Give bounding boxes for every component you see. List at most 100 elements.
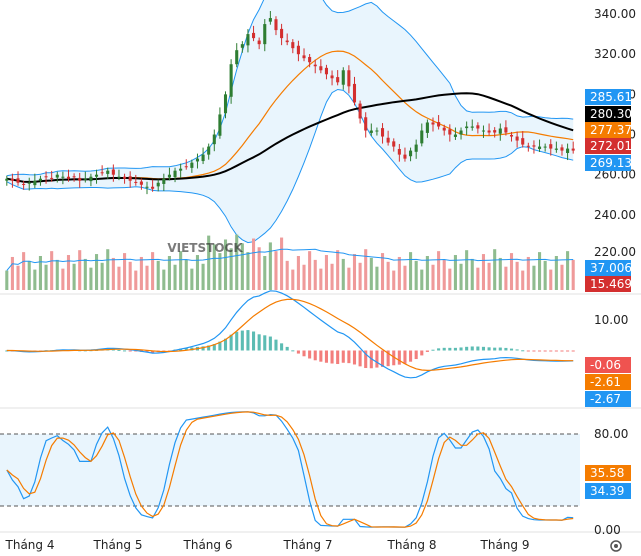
candle [94, 169, 99, 184]
candle-body [117, 176, 121, 178]
candle-body [55, 174, 59, 178]
volume-bar [392, 270, 396, 290]
candle [369, 123, 373, 136]
volume-bar [78, 250, 82, 290]
volume-bar [117, 266, 121, 290]
macd-histogram-bar [302, 350, 306, 357]
volume-bar [493, 249, 497, 290]
candle [504, 120, 508, 136]
volume-bar [566, 251, 570, 290]
candle-body [106, 170, 110, 174]
macd-histogram-bar [403, 350, 407, 364]
candle [560, 144, 564, 156]
candle [280, 23, 284, 46]
stochastic-axis-tick: 80.00 [594, 427, 628, 441]
volume-bar [179, 251, 183, 290]
candle-body [313, 64, 317, 67]
macd-histogram-bar [498, 347, 502, 351]
candle-body [493, 130, 497, 133]
macd-histogram-bar [308, 350, 312, 359]
tag-bb-lower-bg [585, 155, 631, 171]
tag-macd-bg [585, 391, 631, 407]
candle [409, 147, 413, 162]
x-axis-tick: Tháng 6 [183, 538, 233, 552]
volume-bar [268, 242, 272, 290]
candle [33, 173, 37, 189]
candle [201, 147, 205, 165]
candle [106, 167, 110, 179]
candle-body [145, 186, 149, 188]
candle [566, 143, 570, 161]
macd-histogram-bar [409, 350, 413, 362]
volume-bar [364, 249, 368, 290]
candle [235, 43, 239, 68]
candle [257, 37, 261, 50]
volume-bar [66, 255, 71, 290]
macd-histogram-bar [347, 350, 351, 364]
gear-icon[interactable] [610, 540, 622, 552]
candle [420, 123, 424, 147]
candle-body [156, 182, 160, 187]
candle-body [509, 134, 514, 137]
candle [403, 147, 407, 162]
candle [347, 65, 351, 94]
candle [543, 143, 547, 152]
candle [532, 140, 536, 154]
volume-bar [61, 268, 65, 290]
macd-signal-line [6, 298, 574, 372]
candle-body [369, 130, 373, 133]
candle-body [448, 129, 452, 135]
candle [509, 131, 514, 142]
candle-body [291, 42, 295, 49]
candle-body [442, 127, 446, 131]
candle-body [10, 178, 14, 181]
candle [78, 172, 82, 188]
gear-icon-hub [614, 544, 618, 548]
volume-bar [22, 252, 26, 290]
candle [100, 165, 104, 176]
volume-bar [33, 269, 37, 290]
candle-body [212, 134, 216, 145]
candle-body [403, 154, 407, 159]
candle [246, 29, 250, 53]
candle-body [285, 40, 289, 43]
candle [218, 107, 222, 139]
candle-body [538, 146, 542, 149]
volume-bar [50, 251, 54, 290]
candle-body [526, 145, 530, 147]
candle [162, 173, 166, 191]
candle [83, 171, 87, 183]
macd-histogram-bar [274, 339, 278, 351]
candle-body [190, 162, 194, 168]
candle [10, 173, 14, 188]
volume-bar [526, 256, 530, 290]
volume-bar [532, 265, 536, 290]
candle [22, 180, 26, 190]
candle [437, 115, 441, 130]
volume-bar [414, 260, 418, 290]
candle-body [330, 75, 334, 79]
candle-body [459, 130, 463, 135]
tag-volume-bg [585, 276, 631, 292]
volume-bar [425, 256, 429, 290]
candle-body [347, 70, 351, 87]
macd-histogram-bar [252, 331, 256, 351]
volume-bar [16, 265, 20, 290]
candle-body [543, 146, 547, 148]
candle [498, 123, 502, 141]
tag-stoch-k-bg [585, 483, 631, 499]
volume-bar [184, 259, 188, 290]
candle-body [179, 168, 183, 171]
macd-histogram-bar [263, 335, 267, 351]
volume-bar [397, 256, 401, 290]
macd-histogram-bar [560, 350, 564, 352]
macd-histogram-bar [218, 341, 222, 351]
candle-body [252, 32, 256, 39]
volume-bar [274, 251, 278, 290]
candle-body [207, 146, 211, 155]
stochastic-k-line [6, 411, 574, 528]
macd-histogram-bar [431, 349, 435, 351]
candle [526, 142, 530, 152]
macd-histogram-bar [246, 330, 250, 351]
